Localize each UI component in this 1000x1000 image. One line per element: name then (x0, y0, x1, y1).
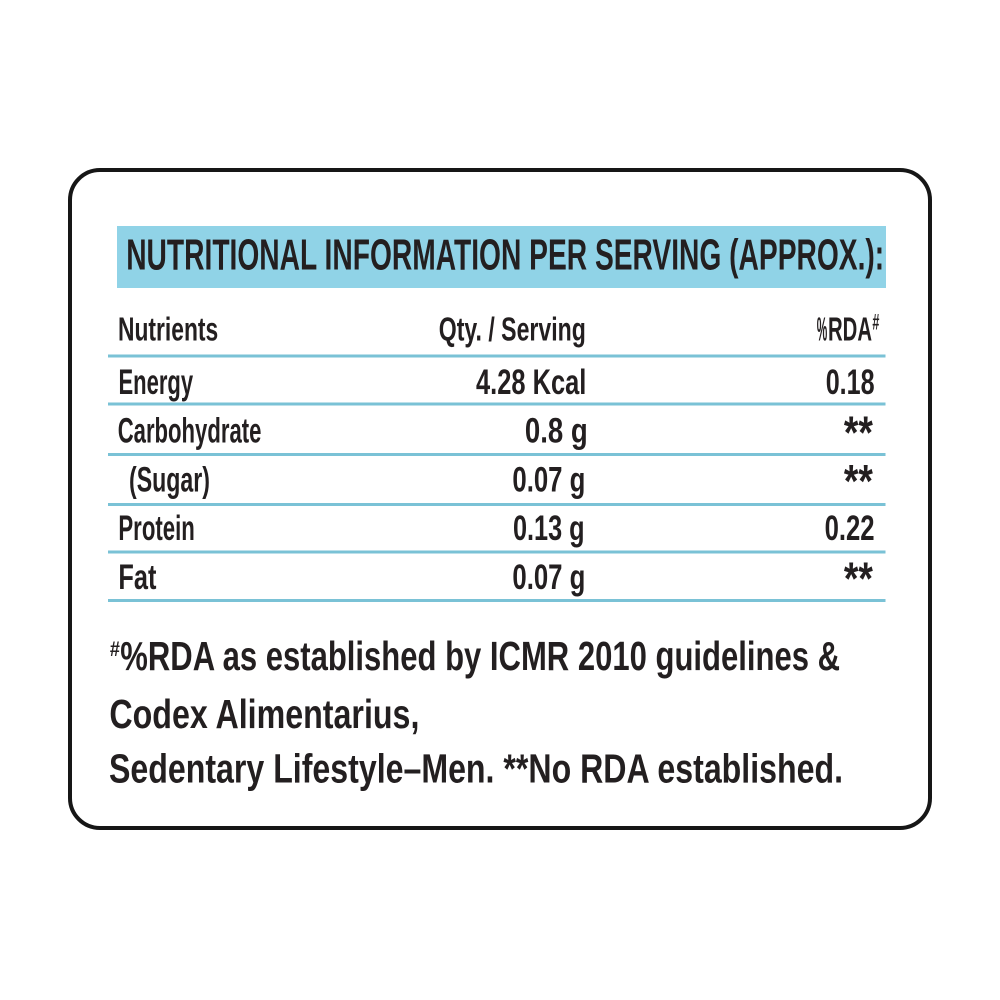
svg-text:0.8 g: 0.8 g (525, 412, 588, 451)
svg-text:#: # (872, 309, 879, 334)
svg-text:Protein: Protein (118, 509, 194, 548)
svg-text:#: # (110, 638, 120, 661)
svg-text:0.18: 0.18 (826, 363, 875, 402)
svg-text:**: ** (844, 406, 874, 458)
svg-text:0.07 g: 0.07 g (512, 460, 585, 499)
svg-text:RDA: RDA (828, 311, 872, 348)
svg-text:**: ** (844, 552, 874, 604)
svg-text:4.28 Kcal: 4.28 Kcal (476, 363, 586, 402)
svg-text:%RDA as established by ICMR 20: %RDA as established by ICMR 2010 guideli… (120, 633, 840, 679)
svg-text:0.13 g: 0.13 g (513, 509, 585, 548)
svg-text:Codex Alimentarius,: Codex Alimentarius, (109, 691, 419, 737)
svg-text:Energy: Energy (119, 363, 194, 402)
svg-text:Qty. / Serving: Qty. / Serving (439, 311, 586, 348)
svg-text:(Sugar): (Sugar) (129, 460, 210, 499)
svg-text:Carbohydrate: Carbohydrate (118, 412, 262, 451)
svg-text:Nutrients: Nutrients (118, 311, 218, 348)
svg-text:%: % (817, 311, 828, 348)
svg-text:Sedentary Lifestyle–Men. **No: Sedentary Lifestyle–Men. **No RDA establ… (109, 746, 843, 792)
svg-text:0.07 g: 0.07 g (512, 558, 585, 597)
svg-text:**: ** (844, 455, 874, 507)
svg-text:Fat: Fat (118, 558, 156, 597)
svg-text:NUTRITIONAL INFORMATION PER SE: NUTRITIONAL INFORMATION PER SERVING (APP… (126, 231, 884, 280)
svg-text:0.22: 0.22 (825, 509, 875, 548)
